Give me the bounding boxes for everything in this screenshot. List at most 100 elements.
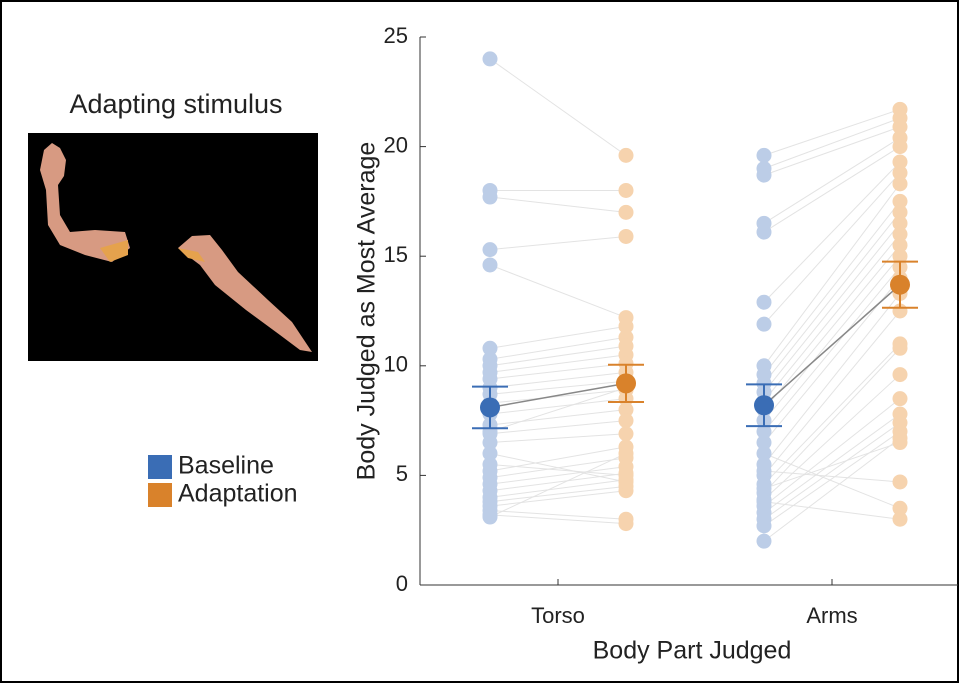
mean-dot — [616, 373, 636, 394]
participant-dot — [756, 494, 772, 510]
participant-line — [489, 509, 627, 520]
participant-line — [489, 363, 627, 380]
participant-dot — [892, 215, 908, 231]
participant-dot — [482, 435, 498, 451]
participant-line — [763, 431, 901, 527]
participant-dot — [892, 119, 908, 135]
participant-line — [489, 387, 627, 433]
participant-line — [763, 266, 901, 432]
participant-line — [763, 244, 901, 410]
participant-line — [489, 433, 627, 444]
legend-swatch — [148, 455, 172, 479]
participant-dot — [892, 154, 908, 170]
participant-dot — [756, 294, 772, 310]
participant-dot — [892, 248, 908, 264]
panel-title: Adapting stimulus — [69, 89, 282, 119]
participant-dot — [892, 340, 908, 356]
participant-dot — [756, 445, 772, 461]
participant-dot — [482, 340, 498, 356]
participant-line — [763, 223, 901, 393]
participant-line — [489, 325, 627, 349]
participant-line — [763, 470, 901, 483]
participant-dot — [892, 367, 908, 383]
participant-dot — [756, 167, 772, 183]
participant-line — [763, 108, 901, 156]
participant-line — [763, 183, 901, 367]
participant-line — [489, 479, 627, 498]
participant-line — [763, 310, 901, 476]
x-tick-label: Torso — [531, 603, 585, 628]
participant-dot — [756, 435, 772, 451]
legend-swatch — [148, 483, 172, 507]
participant-dot — [618, 402, 634, 418]
participant-line — [489, 336, 627, 360]
participant-dot — [756, 424, 772, 440]
y-tick-label: 20 — [384, 132, 408, 157]
participant-line — [763, 437, 901, 542]
y-tick-label: 5 — [396, 461, 408, 486]
participant-dot — [618, 445, 634, 461]
participant-dot — [618, 147, 634, 163]
participant-line — [489, 196, 627, 213]
participant-dot — [756, 481, 772, 497]
participant-line — [489, 264, 627, 319]
participant-dot — [618, 426, 634, 442]
participant-line — [489, 354, 627, 373]
participant-dot — [618, 228, 634, 244]
participant-line — [763, 413, 901, 514]
participant-line — [489, 380, 627, 395]
participant-line — [489, 452, 627, 483]
participant-line — [763, 398, 901, 507]
participant-dot — [892, 237, 908, 253]
participant-line — [489, 466, 627, 485]
participant-line — [763, 374, 901, 500]
participant-dot — [756, 316, 772, 332]
participant-dot — [892, 193, 908, 209]
participant-line — [763, 255, 901, 421]
participant-dot — [892, 511, 908, 527]
participant-dot — [618, 318, 634, 334]
participant-line — [489, 398, 627, 415]
mean-line — [489, 382, 627, 409]
y-tick-label: 10 — [384, 352, 408, 377]
participant-line — [763, 422, 901, 520]
participant-dot — [482, 257, 498, 273]
participant-line — [489, 446, 627, 472]
participant-dot — [756, 518, 772, 534]
participant-dot — [892, 176, 908, 192]
participant-line — [489, 472, 627, 492]
participant-line — [489, 389, 627, 404]
participant-dot — [482, 509, 498, 525]
participant-line — [489, 514, 627, 525]
legend-label: Adaptation — [178, 480, 298, 508]
participant-line — [763, 501, 901, 520]
participant-line — [763, 137, 901, 224]
participant-line — [763, 347, 901, 494]
legend-label: Baseline — [178, 452, 274, 480]
mean-dot — [890, 274, 910, 295]
participant-line — [489, 58, 627, 156]
x-tick-label: Arms — [806, 603, 857, 628]
participant-line — [489, 371, 627, 389]
participant-line — [763, 233, 901, 402]
participant-line — [763, 453, 901, 509]
mean-line — [763, 284, 901, 406]
y-axis-label: Body Judged as Most Average — [353, 142, 381, 481]
participant-line — [763, 442, 901, 490]
participant-dot — [892, 139, 908, 155]
participant-line — [489, 485, 627, 503]
participant-line — [763, 146, 901, 233]
participant-dot — [892, 165, 908, 181]
y-tick-label: 25 — [384, 23, 408, 48]
participant-dot — [756, 533, 772, 549]
participant-dot — [892, 474, 908, 490]
participant-line — [489, 463, 627, 476]
participant-dot — [892, 500, 908, 516]
participant-dot — [618, 182, 634, 198]
participant-dot — [892, 226, 908, 242]
participant-line — [489, 235, 627, 251]
y-tick-label: 0 — [396, 571, 408, 596]
